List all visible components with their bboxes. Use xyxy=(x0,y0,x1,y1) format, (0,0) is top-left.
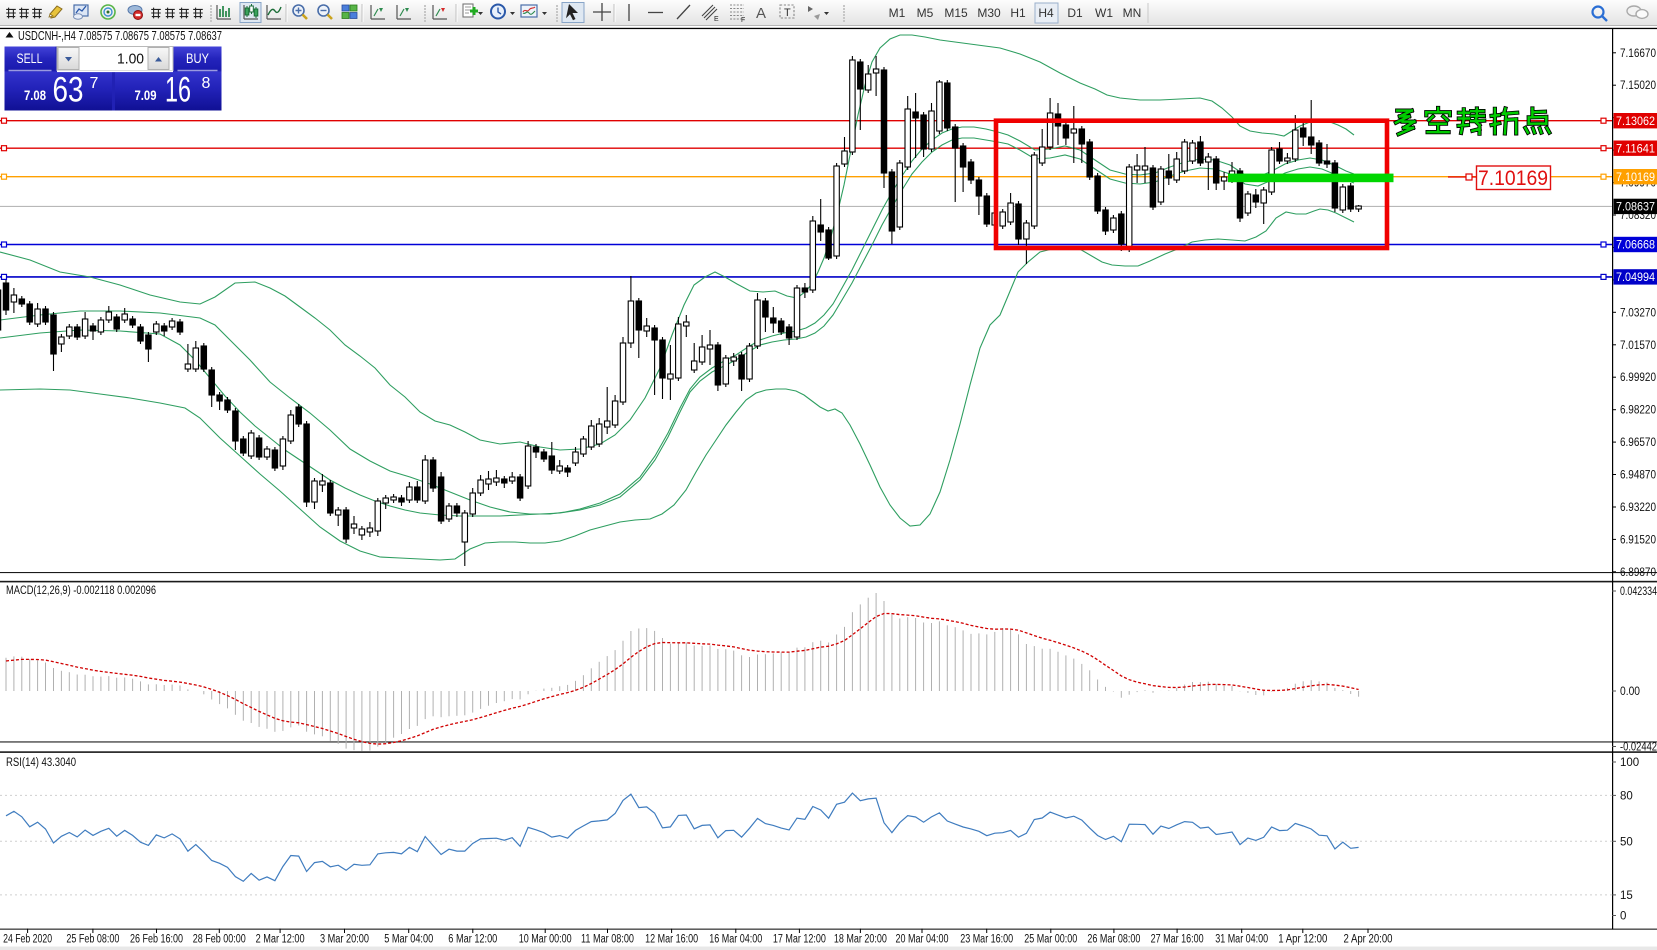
svg-text:7.16670: 7.16670 xyxy=(1620,48,1656,60)
svg-text:H1: H1 xyxy=(1010,6,1026,20)
svg-text:W1: W1 xyxy=(1095,6,1113,20)
svg-text:0: 0 xyxy=(1620,911,1626,923)
svg-text:63: 63 xyxy=(53,71,84,110)
svg-text:M5: M5 xyxy=(917,6,934,20)
svg-text:MN: MN xyxy=(1123,6,1142,20)
svg-text:7.10169: 7.10169 xyxy=(1616,172,1655,184)
svg-text:23 Mar 16:00: 23 Mar 16:00 xyxy=(960,934,1013,946)
svg-text:M1: M1 xyxy=(889,6,906,20)
svg-text:6 Mar 12:00: 6 Mar 12:00 xyxy=(448,934,497,946)
svg-text:1 Apr 12:00: 1 Apr 12:00 xyxy=(1278,934,1327,946)
svg-text:E: E xyxy=(714,16,719,23)
svg-text:15: 15 xyxy=(1620,890,1633,902)
svg-text:50: 50 xyxy=(1620,836,1633,848)
svg-text:16: 16 xyxy=(165,71,191,110)
svg-text:1.00: 1.00 xyxy=(117,51,144,68)
svg-text:100: 100 xyxy=(1620,757,1639,769)
svg-text:D1: D1 xyxy=(1067,6,1083,20)
svg-text:2 Mar 12:00: 2 Mar 12:00 xyxy=(256,934,305,946)
svg-text:25 Feb 08:00: 25 Feb 08:00 xyxy=(66,934,119,946)
svg-text:6.91520: 6.91520 xyxy=(1620,534,1656,546)
svg-text:7.15020: 7.15020 xyxy=(1620,80,1656,92)
svg-text:10 Mar 00:00: 10 Mar 00:00 xyxy=(519,934,572,946)
svg-text:7.03270: 7.03270 xyxy=(1620,307,1656,319)
svg-text:6.94870: 6.94870 xyxy=(1620,470,1656,482)
svg-text:18 Mar 20:00: 18 Mar 20:00 xyxy=(834,934,887,946)
svg-text:6.98220: 6.98220 xyxy=(1620,405,1656,417)
svg-text:BUY: BUY xyxy=(186,51,209,66)
svg-text:26 Mar 08:00: 26 Mar 08:00 xyxy=(1087,934,1140,946)
svg-text:-0.02442: -0.02442 xyxy=(1620,742,1657,754)
svg-text:80: 80 xyxy=(1620,790,1633,802)
svg-text:12 Mar 16:00: 12 Mar 16:00 xyxy=(645,934,698,946)
svg-text:RSI(14) 43.3040: RSI(14) 43.3040 xyxy=(6,757,76,769)
svg-text:24 Feb 2020: 24 Feb 2020 xyxy=(3,934,52,946)
svg-text:6.96570: 6.96570 xyxy=(1620,437,1656,449)
svg-text:8: 8 xyxy=(202,75,211,92)
svg-text:5 Mar 04:00: 5 Mar 04:00 xyxy=(384,934,433,946)
svg-text:27 Mar 16:00: 27 Mar 16:00 xyxy=(1151,934,1204,946)
svg-text:H4: H4 xyxy=(1038,6,1054,20)
svg-text:20 Mar 04:00: 20 Mar 04:00 xyxy=(896,934,949,946)
svg-text:7.04994: 7.04994 xyxy=(1616,272,1656,284)
svg-text:7.08: 7.08 xyxy=(24,88,46,103)
svg-text:26 Feb 16:00: 26 Feb 16:00 xyxy=(130,934,183,946)
svg-text:3 Mar 20:00: 3 Mar 20:00 xyxy=(320,934,369,946)
svg-text:7.08637: 7.08637 xyxy=(1616,202,1655,214)
svg-text:7.06668: 7.06668 xyxy=(1616,240,1655,252)
svg-text:0.042334: 0.042334 xyxy=(1620,586,1657,598)
svg-text:6.93220: 6.93220 xyxy=(1620,502,1656,514)
svg-text:T: T xyxy=(784,7,791,19)
svg-text:28 Feb 00:00: 28 Feb 00:00 xyxy=(193,934,246,946)
svg-text:USDCNH-,H4 7.08575 7.08675 7.: USDCNH-,H4 7.08575 7.08675 7.08575 7.086… xyxy=(18,29,222,43)
svg-text:16 Mar 04:00: 16 Mar 04:00 xyxy=(709,934,762,946)
svg-text:6.99920: 6.99920 xyxy=(1620,372,1656,384)
svg-text:31 Mar 04:00: 31 Mar 04:00 xyxy=(1215,934,1268,946)
svg-text:A: A xyxy=(756,5,766,22)
svg-text:7.09: 7.09 xyxy=(135,88,157,103)
svg-text:SELL: SELL xyxy=(17,51,43,66)
svg-text:2 Apr 20:00: 2 Apr 20:00 xyxy=(1344,934,1393,946)
svg-text:0.00: 0.00 xyxy=(1620,686,1640,698)
svg-text:MACD(12,26,9) -0.002118 0.0020: MACD(12,26,9) -0.002118 0.002096 xyxy=(6,585,156,597)
svg-text:17 Mar 12:00: 17 Mar 12:00 xyxy=(773,934,826,946)
svg-text:M15: M15 xyxy=(944,6,968,20)
svg-text:7.11641: 7.11641 xyxy=(1616,143,1655,155)
svg-text:7.01570: 7.01570 xyxy=(1620,340,1656,352)
svg-text:7.13062: 7.13062 xyxy=(1616,116,1655,128)
svg-text:11 Mar 08:00: 11 Mar 08:00 xyxy=(581,934,634,946)
svg-text:6.89870: 6.89870 xyxy=(1620,567,1656,579)
svg-text:7: 7 xyxy=(90,75,99,92)
svg-text:F: F xyxy=(741,17,745,24)
svg-text:M30: M30 xyxy=(977,6,1001,20)
svg-text:25 Mar 00:00: 25 Mar 00:00 xyxy=(1024,934,1077,946)
svg-text:7.10169: 7.10169 xyxy=(1478,166,1548,190)
